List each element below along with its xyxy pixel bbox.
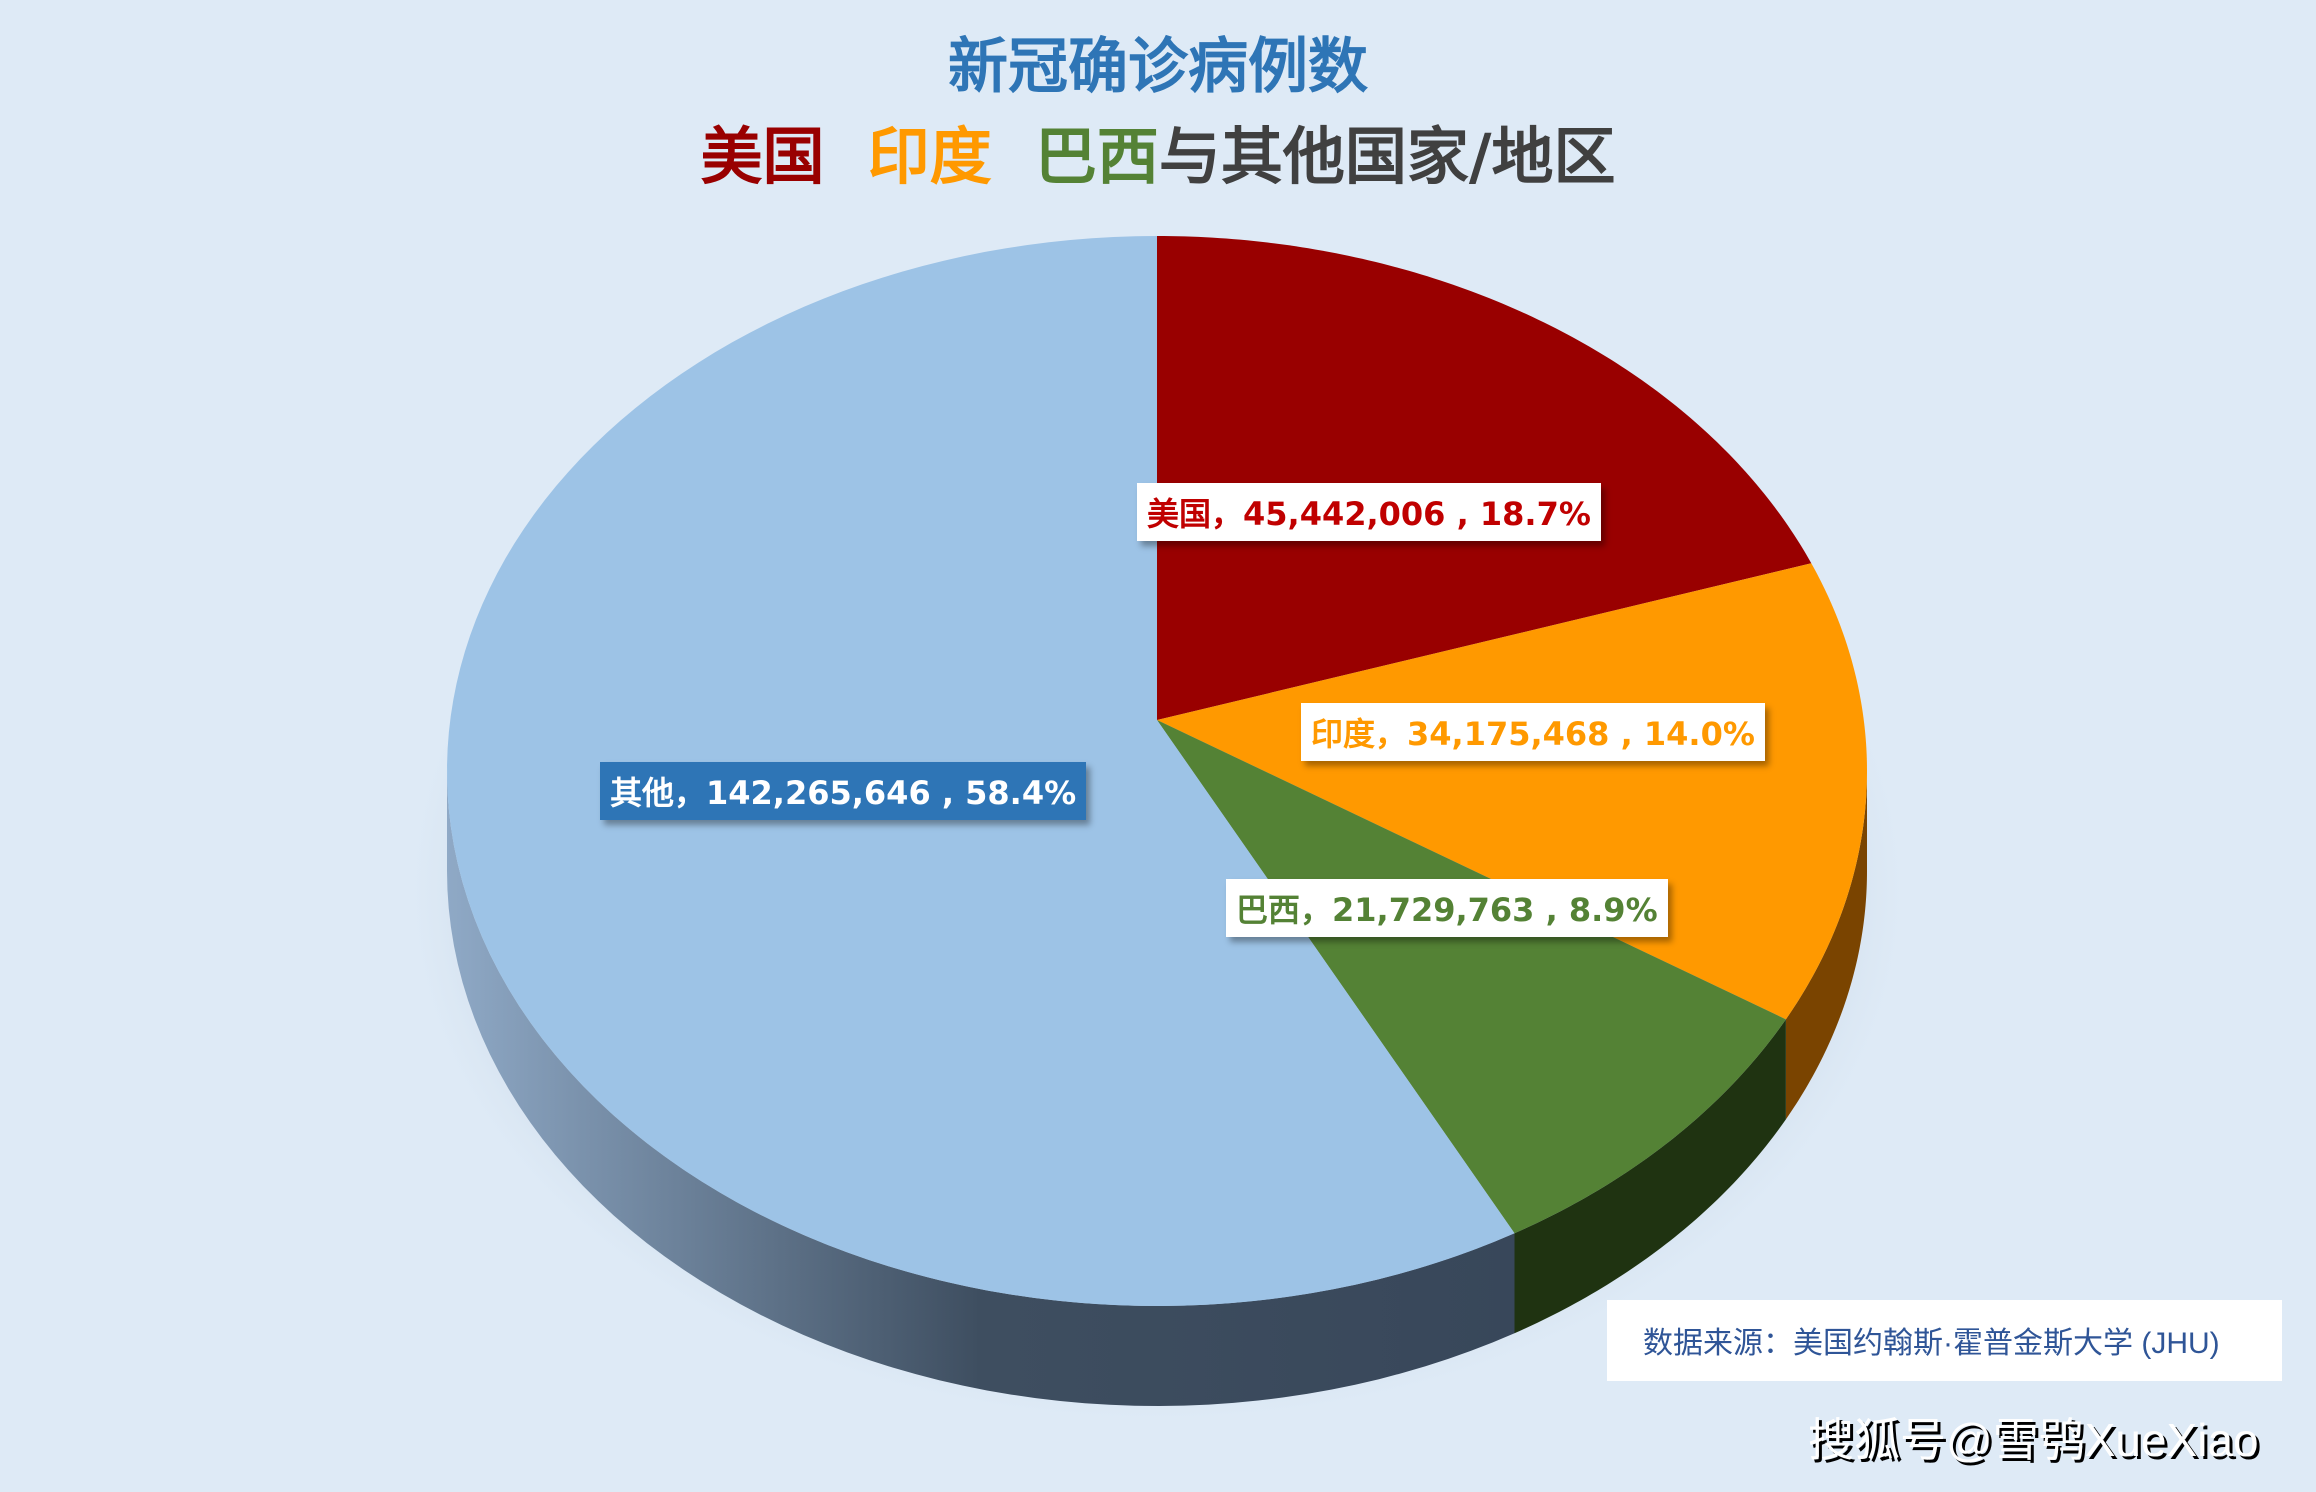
- source-note: 数据来源：美国约翰斯·霍普金斯大学 (JHU): [1643, 1327, 2220, 1360]
- data-label-brazil: 巴西，21,729,763 , 8.9%: [1226, 879, 1668, 937]
- chart-title: 新冠确诊病例数: [948, 32, 1368, 102]
- pie-slice-2: [1157, 720, 1786, 1234]
- subtitle-rest: 与其他国家/地区: [1158, 120, 1616, 193]
- pie-side-2: [1514, 1019, 1786, 1334]
- data-label-other: 其他，142,265,646 , 58.4%: [600, 762, 1087, 820]
- watermark: 搜狐号@雪鸮XueXiao: [1808, 1414, 2259, 1466]
- pie-side-3: [447, 771, 1515, 1406]
- subtitle-india: 印度: [867, 120, 992, 193]
- pie-slice-1: [1157, 563, 1867, 1020]
- data-label-usa: 美国，45,442,006 , 18.7%: [1137, 483, 1601, 541]
- subtitle-usa: 美国: [700, 120, 825, 193]
- subtitle-brazil: 巴西: [1034, 120, 1159, 193]
- chart-subtitle: 美国 印度 巴西与其他国家/地区: [0, 106, 2316, 196]
- pie-slice-0: [1157, 236, 1812, 720]
- pie-side-1: [1785, 771, 1867, 1120]
- data-label-india: 印度，34,175,468 , 14.0%: [1301, 703, 1765, 761]
- source-box: 数据来源：美国约翰斯·霍普金斯大学 (JHU): [1607, 1300, 2282, 1381]
